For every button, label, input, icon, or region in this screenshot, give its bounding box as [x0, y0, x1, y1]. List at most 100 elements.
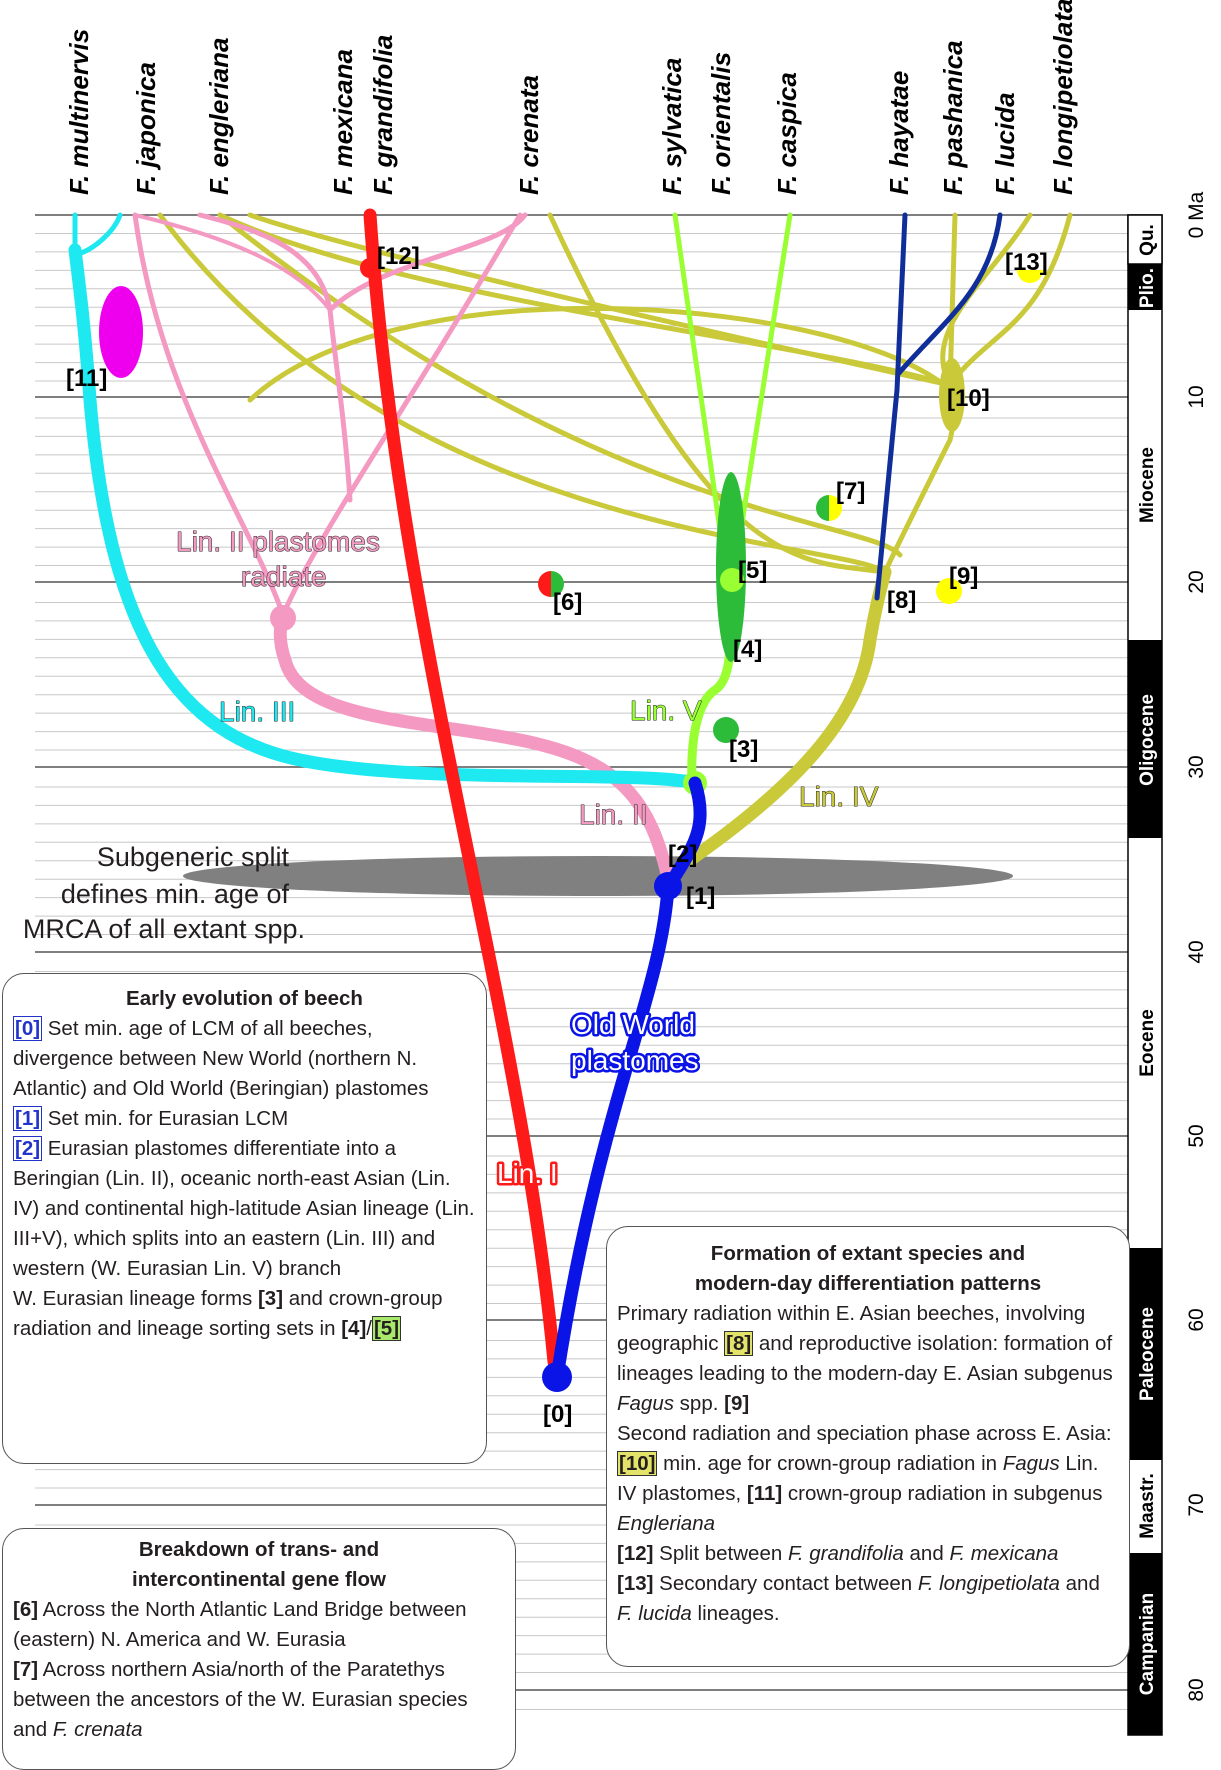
species-orientalis: F. orientalis — [706, 52, 736, 195]
epoch-oligocene: Oligocene — [1137, 694, 1158, 786]
lin-iv-label: Lin. IV — [799, 781, 879, 812]
species-engleriana: F. engleriana — [204, 38, 234, 196]
early-item-1: [1] Set min. for Eurasian LCM — [13, 1106, 289, 1131]
node-5-label: [5] — [738, 557, 767, 584]
early-item-2: [2] Eurasian plastomes differentiate int… — [13, 1136, 475, 1280]
epoch-eocene: Eocene — [1137, 1009, 1158, 1077]
tag-1: [1] — [13, 1106, 43, 1131]
lineage-iii-branches — [68, 212, 702, 790]
tag-0: [0] — [13, 1016, 43, 1041]
tag-10: [10] — [617, 1451, 658, 1476]
tag-6: [6] — [13, 1598, 39, 1621]
axis-label-40: 40 — [1185, 940, 1208, 963]
lin-ii-label: Lin. II — [579, 799, 647, 830]
time-axis: 0 Ma 10 20 30 40 50 60 70 80 — [1185, 191, 1208, 1701]
species-sylvatica: F. sylvatica — [657, 58, 687, 195]
old-world-label-1: Old World — [571, 1009, 695, 1040]
early-evolution-box: Early evolution of beech [0] Set min. ag… — [2, 973, 487, 1464]
epoch-miocene: Miocene — [1137, 447, 1158, 523]
lin-ii-radiate-label-1: Lin. II plastomes — [176, 526, 380, 557]
node-1-label: [1] — [686, 883, 715, 910]
old-world-label-2: plastomes — [571, 1045, 699, 1076]
species-mexicana: F. mexicana — [328, 49, 358, 195]
axis-label-50: 50 — [1185, 1124, 1208, 1147]
node-7-label: [7] — [836, 478, 865, 505]
node-3-dot — [713, 717, 739, 743]
tag-11: [11] — [746, 1482, 783, 1505]
gene-item-7: [7] Across northern Asia/north of the Pa… — [13, 1658, 468, 1741]
node-3-label: [3] — [729, 736, 758, 763]
tag-8: [8] — [724, 1331, 754, 1356]
extant-para-4: [13] Secondary contact between F. longip… — [617, 1572, 1100, 1625]
node-4-ellipse — [716, 472, 746, 662]
node-8-label: [8] — [887, 587, 916, 614]
axis-label-70: 70 — [1185, 1493, 1208, 1516]
dark-blue-branches — [874, 212, 1003, 601]
node-2-label: [2] — [668, 841, 697, 868]
tag-13: [13] — [617, 1572, 654, 1595]
epoch-bar: Qu. Plio. Miocene Oligocene Eocene Paleo… — [1127, 214, 1163, 1736]
epoch-maastrichtian: Maastr. — [1137, 1473, 1158, 1538]
node-6-dot — [538, 571, 564, 597]
axis-label-60: 60 — [1185, 1308, 1208, 1331]
node-12-label: [12] — [377, 243, 420, 270]
lin-iii-label: Lin. III — [219, 696, 295, 727]
species-multinervis: F. multinervis — [64, 29, 94, 195]
tag-5: [5] — [371, 1316, 402, 1341]
axis-label-0: 0 Ma — [1185, 191, 1208, 238]
extant-para-3: [12] Split between F. grandifolia and F.… — [617, 1542, 1059, 1565]
tag-9: [9] — [724, 1392, 750, 1415]
gene-flow-box: Breakdown of trans- and intercontinental… — [2, 1528, 516, 1770]
epoch-paleocene: Paleocene — [1137, 1307, 1158, 1401]
subgeneric-caption-3: MRCA of all extant spp. — [23, 914, 305, 944]
node-12-dot — [360, 258, 380, 278]
node-13-dot — [1017, 270, 1043, 283]
axis-label-80: 80 — [1185, 1678, 1208, 1701]
tag-12: [12] — [617, 1542, 654, 1565]
node-7-dot — [816, 495, 842, 521]
node-13-label: [13] — [1005, 249, 1048, 276]
early-item-0: [0] Set min. age of LCM of all beeches, … — [13, 1016, 429, 1100]
species-pashanica: F. pashanica — [938, 40, 968, 195]
species-lucida: F. lucida — [990, 92, 1020, 195]
extant-species-box: Formation of extant species and modern-d… — [606, 1226, 1130, 1667]
axis-label-30: 30 — [1185, 755, 1208, 778]
axis-label-20: 20 — [1185, 570, 1208, 593]
node-0-label: [0] — [543, 1401, 572, 1428]
node-10-ellipse — [939, 358, 965, 432]
epoch-quaternary: Qu. — [1137, 224, 1158, 256]
extant-title-1: Formation of extant species and — [710, 1242, 1026, 1265]
node-11-label: [11] — [66, 365, 107, 392]
node-11-ellipse — [99, 286, 143, 378]
lin-v-label: Lin. V — [630, 695, 702, 726]
tag-2: [2] — [13, 1136, 43, 1161]
epoch-campanian: Campanian — [1137, 1593, 1158, 1695]
node-1-dot — [654, 872, 682, 900]
gene-flow-title-2: intercontinental gene flow — [132, 1568, 386, 1591]
gene-flow-title-1: Breakdown of trans- and — [138, 1538, 380, 1561]
subgeneric-caption-2: defines min. age of — [61, 879, 290, 909]
lin-ii-radiate-label-2: radiate — [241, 561, 327, 592]
gene-item-6: [6] Across the North Atlantic Land Bridg… — [13, 1598, 467, 1651]
species-labels: F. multinervis F. japonica F. engleriana… — [64, 0, 1078, 195]
node-10-label: [10] — [947, 385, 990, 412]
lineage-i-branch — [363, 208, 561, 1369]
tag-3: [3] — [257, 1287, 284, 1310]
lin2-radiate-node — [270, 605, 296, 631]
axis-label-10: 10 — [1185, 385, 1208, 408]
node-0-dot — [542, 1362, 572, 1392]
node-6-label: [6] — [553, 589, 582, 616]
node-9-label: [9] — [949, 563, 978, 590]
species-japonica: F. japonica — [131, 62, 161, 195]
early-item-3: W. Eurasian lineage forms [3] and crown-… — [13, 1287, 443, 1341]
node-9-dot — [936, 578, 962, 604]
species-caspica: F. caspica — [772, 72, 802, 195]
extant-para-2: Second radiation and speciation phase ac… — [617, 1422, 1112, 1535]
tag-7: [7] — [13, 1658, 39, 1681]
epoch-pliocene: Plio. — [1137, 268, 1158, 308]
node-5-dot — [720, 568, 744, 592]
species-longipetiolata: F. longipetiolata — [1048, 0, 1078, 195]
species-crenata: F. crenata — [514, 75, 544, 195]
species-grandifolia: F. grandifolia — [368, 35, 398, 195]
